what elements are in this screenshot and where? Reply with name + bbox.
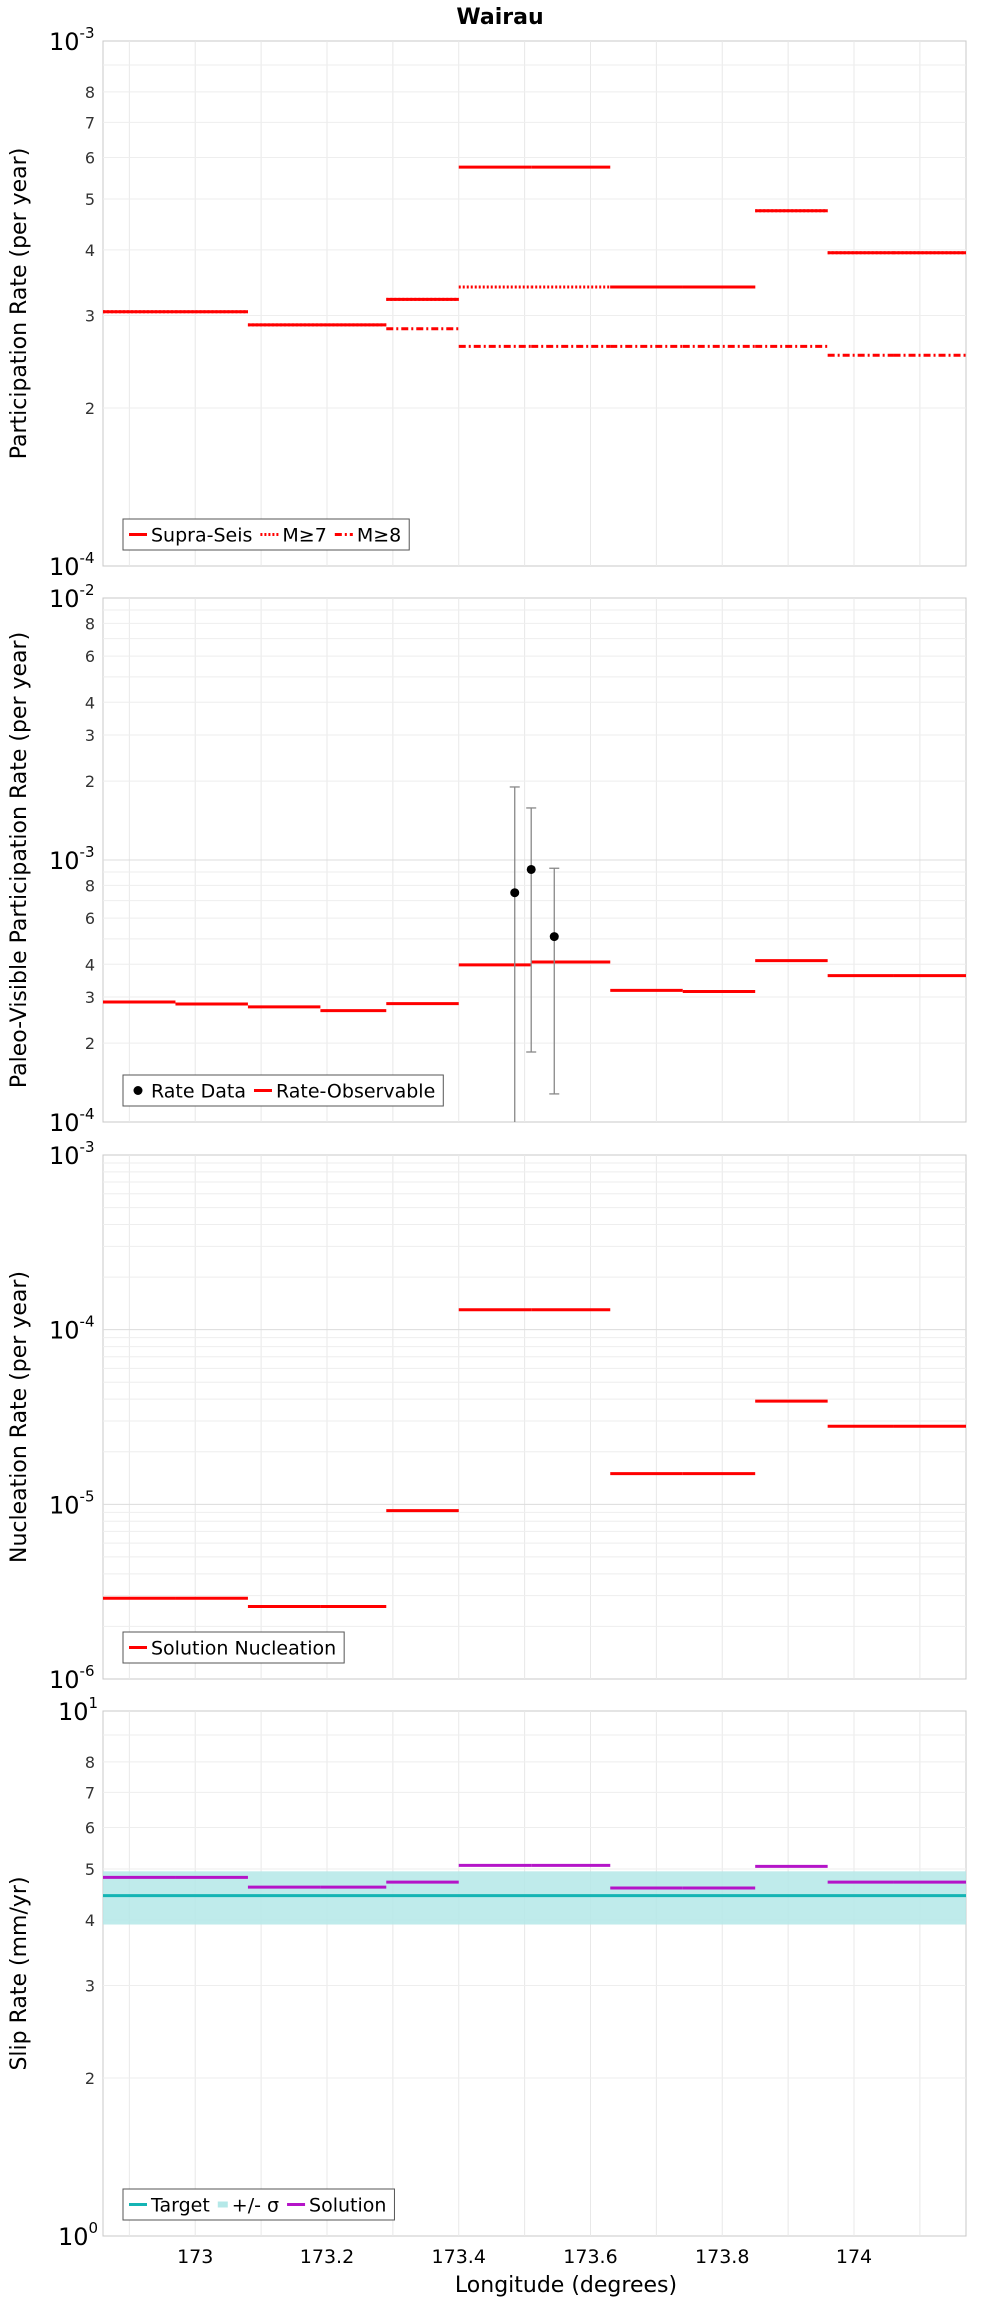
panel-3: 10-6 10-5 10-4 10-3 Nucleation Rate (per yea… — [7, 1138, 967, 1694]
legend-box — [122, 1631, 345, 1664]
y-tick-label-major: 10-3 — [49, 24, 95, 56]
y-tick-label-minor: 2 — [85, 772, 95, 791]
legend-box — [122, 1074, 444, 1107]
legend-item-label: Target — [150, 2195, 210, 2217]
y-tick-label-minor: 2 — [85, 1034, 95, 1053]
plot-area — [102, 40, 967, 567]
y-tick-label-major: 10-4 — [49, 1313, 95, 1345]
y-tick-label-major: 10-3 — [49, 843, 95, 875]
legend: Supra-Seis M≥7 M≥8 — [122, 518, 410, 551]
legend-box — [122, 2188, 395, 2221]
y-axis-label: Paleo-Visible Participation Rate (per ye… — [7, 632, 32, 1088]
panel-4: 100 101 2 3 4 5 6 7 8 Slip Rate (mm/yr) 173 173.2 17… — [7, 1694, 967, 2268]
x-tick-label: 173.2 — [300, 2246, 354, 2268]
y-tick-label-minor: 8 — [85, 83, 95, 102]
y-tick-label-minor: 4 — [85, 241, 95, 260]
x-tick-label: 173.4 — [432, 2246, 486, 2268]
y-tick-label-minor: 8 — [85, 876, 95, 895]
y-tick-label-major: 10-5 — [49, 1487, 95, 1519]
legend-swatch-dot — [133, 1086, 143, 1095]
legend: Rate Data Rate-Observable — [122, 1074, 444, 1107]
y-axis-label: Nucleation Rate (per year) — [7, 1271, 32, 1563]
y-tick-label-minor: 5 — [85, 190, 95, 209]
legend-item-label: Solution Nucleation — [151, 1638, 336, 1660]
legend-item-label: Solution — [309, 2195, 386, 2217]
y-tick-label-minor: 6 — [85, 909, 95, 928]
y-tick-label-minor: 4 — [85, 693, 95, 712]
y-axis-label: Slip Rate (mm/yr) — [7, 1876, 32, 2070]
y-tick-label-minor: 6 — [85, 148, 95, 167]
y-axis-label: Participation Rate (per year) — [7, 148, 32, 460]
chart-title: Wairau — [456, 5, 543, 30]
y-tick-label-major: 10-3 — [49, 1138, 95, 1170]
plot-area — [102, 1154, 967, 1680]
y-tick-label-minor: 7 — [85, 113, 95, 132]
legend-item-label: Rate-Observable — [276, 1081, 435, 1103]
legend-item-label: Rate Data — [151, 1081, 246, 1103]
y-tick-label-minor: 3 — [85, 988, 95, 1007]
y-tick-label-minor: 7 — [85, 1783, 95, 1802]
legend: Solution Nucleation — [122, 1631, 345, 1664]
y-tick-label-minor: 6 — [85, 1818, 95, 1837]
y-tick-label-minor: 8 — [85, 1753, 95, 1772]
x-axis-label: Longitude (degrees) — [455, 2273, 677, 2298]
y-tick-label-minor: 6 — [85, 647, 95, 666]
y-tick-label-major: 100 — [58, 2219, 98, 2251]
panel-1: 10-4 10-3 2 3 4 5 6 7 8 Participation Rate (per y… — [7, 24, 967, 581]
legend-item-label: Supra-Seis — [151, 525, 252, 547]
x-tick-label: 174 — [836, 2246, 872, 2268]
rate-data-point — [510, 888, 520, 898]
x-tick-label: 173 — [177, 2246, 213, 2268]
rate-data-point — [526, 864, 536, 874]
rate-data-point — [549, 932, 559, 942]
y-tick-label-minor: 2 — [85, 2069, 95, 2088]
legend-item-label: +/- σ — [232, 2195, 279, 2217]
y-tick-label-minor: 8 — [85, 614, 95, 633]
legend-swatch-band — [217, 2201, 228, 2208]
y-tick-label-minor: 5 — [85, 1860, 95, 1879]
legend-item-label: M≥7 — [282, 525, 326, 547]
x-tick-label: 173.8 — [695, 2246, 749, 2268]
y-tick-label-minor: 3 — [85, 726, 95, 745]
y-tick-label-minor: 4 — [85, 1911, 95, 1930]
panel-2: 10-4 10-3 10-2 2 3 4 6 8 2 3 4 6 8 Paleo-Visible Part… — [7, 581, 967, 1137]
sigma-band — [103, 1871, 966, 1925]
y-tick-label-minor: 4 — [85, 955, 95, 974]
y-tick-label-major: 10-4 — [49, 549, 95, 581]
y-tick-label-major: 10-4 — [49, 1105, 95, 1137]
y-tick-label-major: 101 — [58, 1694, 98, 1726]
y-tick-label-major: 10-2 — [49, 581, 95, 613]
legend-item-label: M≥8 — [357, 525, 401, 547]
y-tick-label-minor: 3 — [85, 1977, 95, 1996]
y-tick-label-minor: 3 — [85, 307, 95, 326]
y-tick-label-major: 10-6 — [49, 1662, 95, 1694]
plot-area — [102, 1710, 967, 2237]
y-tick-label-minor: 2 — [85, 399, 95, 418]
legend: Target +/- σ Solution — [122, 2188, 395, 2221]
x-tick-label: 173.6 — [563, 2246, 617, 2268]
